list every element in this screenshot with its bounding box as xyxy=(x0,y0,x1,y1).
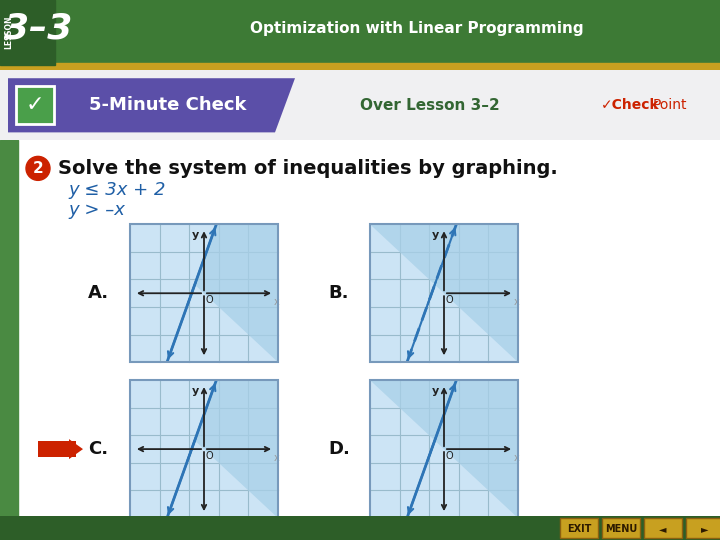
Bar xyxy=(686,518,720,538)
Bar xyxy=(0,140,18,540)
Text: ✓Check: ✓Check xyxy=(600,98,660,112)
Text: 3–3: 3–3 xyxy=(4,11,72,45)
Text: ►: ► xyxy=(701,524,708,534)
Text: ◄: ◄ xyxy=(660,524,667,534)
Polygon shape xyxy=(194,224,278,362)
Text: O: O xyxy=(206,451,214,461)
Text: Point: Point xyxy=(653,98,688,112)
Bar xyxy=(0,63,720,70)
Text: B.: B. xyxy=(328,284,348,302)
Text: D.: D. xyxy=(328,440,350,458)
Text: x: x xyxy=(514,297,520,307)
Polygon shape xyxy=(8,78,295,132)
Polygon shape xyxy=(69,439,83,459)
Bar xyxy=(370,224,518,362)
Bar xyxy=(130,380,278,518)
Bar xyxy=(130,224,278,362)
Bar xyxy=(130,224,278,362)
Bar xyxy=(560,518,598,538)
Text: A.: A. xyxy=(88,284,109,302)
Text: y: y xyxy=(432,386,439,396)
Text: 2: 2 xyxy=(32,161,43,176)
Bar xyxy=(38,441,76,457)
Text: x: x xyxy=(514,453,520,463)
Bar xyxy=(644,518,682,538)
Text: Solve the system of inequalities by graphing.: Solve the system of inequalities by grap… xyxy=(58,159,558,178)
Bar xyxy=(602,518,640,538)
Bar xyxy=(0,0,55,65)
Text: C.: C. xyxy=(88,440,108,458)
Polygon shape xyxy=(370,224,518,362)
Text: O: O xyxy=(446,295,454,305)
Bar xyxy=(370,224,518,362)
Text: Over Lesson 3–2: Over Lesson 3–2 xyxy=(360,98,500,113)
Text: O: O xyxy=(206,295,214,305)
Circle shape xyxy=(26,157,50,180)
Polygon shape xyxy=(370,380,518,518)
Bar xyxy=(370,380,518,518)
Text: EXIT: EXIT xyxy=(567,524,591,534)
Text: y: y xyxy=(432,230,439,240)
Bar xyxy=(370,380,518,518)
Text: y > –x: y > –x xyxy=(68,201,125,219)
Text: MENU: MENU xyxy=(605,524,637,534)
Polygon shape xyxy=(194,380,278,518)
Text: 5-Minute Check: 5-Minute Check xyxy=(89,96,247,114)
Text: x: x xyxy=(274,297,280,307)
Text: ✓: ✓ xyxy=(26,95,45,116)
Bar xyxy=(130,380,278,518)
Text: y: y xyxy=(192,230,199,240)
Bar xyxy=(16,86,54,124)
Text: LESSON: LESSON xyxy=(4,15,14,49)
Text: y: y xyxy=(192,386,199,396)
Text: Optimization with Linear Programming: Optimization with Linear Programming xyxy=(250,21,584,36)
Text: O: O xyxy=(446,451,454,461)
Text: x: x xyxy=(274,453,280,463)
Text: y ≤ 3x + 2: y ≤ 3x + 2 xyxy=(68,181,166,199)
